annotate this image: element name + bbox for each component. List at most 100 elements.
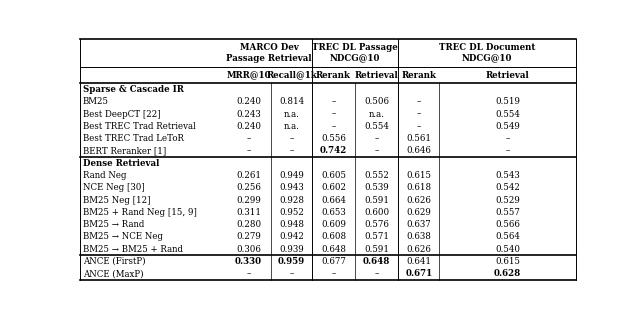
- Text: 0.626: 0.626: [406, 245, 431, 254]
- Text: 0.566: 0.566: [495, 220, 520, 229]
- Text: MARCO Dev
Passage Retrieval: MARCO Dev Passage Retrieval: [227, 43, 312, 63]
- Text: –: –: [374, 134, 379, 143]
- Text: 0.928: 0.928: [279, 196, 304, 204]
- Text: 0.618: 0.618: [406, 183, 431, 192]
- Text: 0.591: 0.591: [364, 245, 389, 254]
- Text: –: –: [417, 110, 421, 118]
- Text: 0.529: 0.529: [495, 196, 520, 204]
- Text: 0.539: 0.539: [364, 183, 389, 192]
- Text: MRR@10: MRR@10: [227, 71, 271, 80]
- Text: 0.615: 0.615: [495, 257, 520, 266]
- Text: 0.554: 0.554: [364, 122, 389, 131]
- Text: –: –: [417, 122, 421, 131]
- Text: 0.671: 0.671: [405, 269, 433, 278]
- Text: BM25 → BM25 + Rand: BM25 → BM25 + Rand: [83, 245, 183, 254]
- Text: –: –: [289, 269, 294, 278]
- Text: 0.280: 0.280: [236, 220, 261, 229]
- Text: Rerank: Rerank: [401, 71, 436, 80]
- Text: Retrieval: Retrieval: [355, 71, 399, 80]
- Text: Dense Retrieval: Dense Retrieval: [83, 159, 159, 168]
- Text: –: –: [246, 134, 251, 143]
- Text: 0.542: 0.542: [495, 183, 520, 192]
- Text: Recall@1k: Recall@1k: [266, 71, 317, 80]
- Text: 0.628: 0.628: [494, 269, 521, 278]
- Text: –: –: [506, 146, 509, 155]
- Text: –: –: [289, 134, 294, 143]
- Text: BM25 + Rand Neg [15, 9]: BM25 + Rand Neg [15, 9]: [83, 208, 197, 217]
- Text: Retrieval: Retrieval: [486, 71, 529, 80]
- Text: 0.600: 0.600: [364, 208, 389, 217]
- Text: NCE Neg [30]: NCE Neg [30]: [83, 183, 145, 192]
- Text: 0.557: 0.557: [495, 208, 520, 217]
- Text: TREC DL Passage
NDCG@10: TREC DL Passage NDCG@10: [312, 43, 398, 63]
- Text: n.a.: n.a.: [284, 110, 300, 118]
- Text: 0.949: 0.949: [279, 171, 304, 180]
- Text: BM25 → NCE Neg: BM25 → NCE Neg: [83, 232, 163, 241]
- Text: 0.279: 0.279: [236, 232, 261, 241]
- Text: 0.602: 0.602: [321, 183, 346, 192]
- Text: 0.814: 0.814: [279, 97, 304, 106]
- Text: 0.299: 0.299: [236, 196, 261, 204]
- Text: 0.637: 0.637: [406, 220, 431, 229]
- Text: 0.615: 0.615: [406, 171, 431, 180]
- Text: 0.571: 0.571: [364, 232, 389, 241]
- Text: 0.240: 0.240: [236, 97, 261, 106]
- Text: 0.648: 0.648: [363, 257, 390, 266]
- Text: –: –: [332, 122, 335, 131]
- Text: 0.939: 0.939: [279, 245, 304, 254]
- Text: 0.519: 0.519: [495, 97, 520, 106]
- Text: BM25 Neg [12]: BM25 Neg [12]: [83, 196, 150, 204]
- Text: 0.243: 0.243: [236, 110, 261, 118]
- Text: 0.311: 0.311: [236, 208, 261, 217]
- Text: 0.948: 0.948: [279, 220, 304, 229]
- Text: BM25: BM25: [83, 97, 109, 106]
- Text: 0.664: 0.664: [321, 196, 346, 204]
- Text: n.a.: n.a.: [284, 122, 300, 131]
- Text: ANCE (MaxP): ANCE (MaxP): [83, 269, 143, 278]
- Text: n.a.: n.a.: [369, 110, 385, 118]
- Text: 0.554: 0.554: [495, 110, 520, 118]
- Text: –: –: [417, 97, 421, 106]
- Text: 0.742: 0.742: [320, 146, 347, 155]
- Text: –: –: [246, 269, 251, 278]
- Text: Best DeepCT [22]: Best DeepCT [22]: [83, 110, 161, 118]
- Text: 0.959: 0.959: [278, 257, 305, 266]
- Text: 0.648: 0.648: [321, 245, 346, 254]
- Text: 0.576: 0.576: [364, 220, 389, 229]
- Text: 0.608: 0.608: [321, 232, 346, 241]
- Text: 0.638: 0.638: [406, 232, 431, 241]
- Text: 0.591: 0.591: [364, 196, 389, 204]
- Text: 0.256: 0.256: [236, 183, 261, 192]
- Text: 0.330: 0.330: [235, 257, 262, 266]
- Text: 0.646: 0.646: [406, 146, 431, 155]
- Text: –: –: [506, 134, 509, 143]
- Text: Sparse & Cascade IR: Sparse & Cascade IR: [83, 85, 184, 94]
- Text: BERT Reranker [1]: BERT Reranker [1]: [83, 146, 166, 155]
- Text: 0.549: 0.549: [495, 122, 520, 131]
- Text: 0.677: 0.677: [321, 257, 346, 266]
- Text: ANCE (FirstP): ANCE (FirstP): [83, 257, 146, 266]
- Text: 0.641: 0.641: [406, 257, 431, 266]
- Text: 0.564: 0.564: [495, 232, 520, 241]
- Text: Best TREC Trad LeToR: Best TREC Trad LeToR: [83, 134, 184, 143]
- Text: Rerank: Rerank: [316, 71, 351, 80]
- Text: 0.540: 0.540: [495, 245, 520, 254]
- Text: 0.261: 0.261: [236, 171, 261, 180]
- Text: 0.543: 0.543: [495, 171, 520, 180]
- Text: –: –: [289, 146, 294, 155]
- Text: –: –: [246, 146, 251, 155]
- Text: –: –: [374, 269, 379, 278]
- Text: –: –: [332, 97, 335, 106]
- Text: –: –: [332, 269, 335, 278]
- Text: 0.609: 0.609: [321, 220, 346, 229]
- Text: 0.629: 0.629: [406, 208, 431, 217]
- Text: –: –: [332, 110, 335, 118]
- Text: –: –: [374, 146, 379, 155]
- Text: 0.552: 0.552: [364, 171, 389, 180]
- Text: 0.626: 0.626: [406, 196, 431, 204]
- Text: 0.506: 0.506: [364, 97, 389, 106]
- Text: 0.943: 0.943: [279, 183, 304, 192]
- Text: BM25 → Rand: BM25 → Rand: [83, 220, 145, 229]
- Text: 0.942: 0.942: [279, 232, 304, 241]
- Text: 0.952: 0.952: [279, 208, 304, 217]
